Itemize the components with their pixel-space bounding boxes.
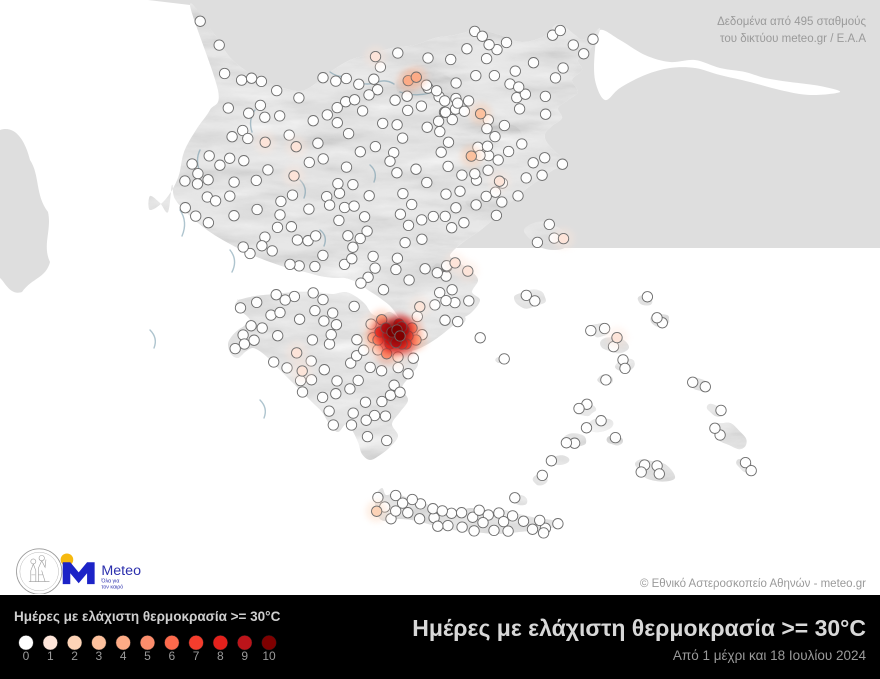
svg-text:Meteo: Meteo <box>101 563 141 579</box>
svg-text:7: 7 <box>193 649 200 662</box>
svg-text:8: 8 <box>217 649 224 662</box>
svg-text:9: 9 <box>241 649 248 662</box>
svg-text:2: 2 <box>71 649 78 662</box>
svg-text:τον καιρό: τον καιρό <box>101 583 123 590</box>
svg-text:1: 1 <box>47 649 54 662</box>
svg-text:6: 6 <box>168 649 175 662</box>
svg-text:10: 10 <box>262 649 276 662</box>
svg-text:4: 4 <box>120 649 127 662</box>
svg-text:5: 5 <box>144 649 151 662</box>
svg-text:3: 3 <box>96 649 103 662</box>
svg-text:0: 0 <box>23 649 30 662</box>
